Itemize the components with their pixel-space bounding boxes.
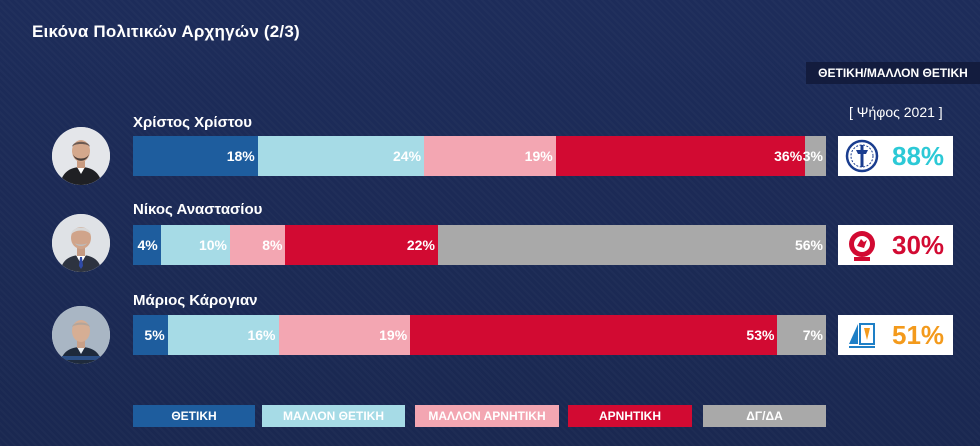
legend-negative: ΑΡΝΗΤΙΚΗ xyxy=(568,405,692,427)
bar-segment-negative: 36% xyxy=(555,136,806,176)
party-vote-box-1: 88% xyxy=(838,136,953,176)
bar-segment-dk-na: 56% xyxy=(437,225,826,265)
diko-logo-icon xyxy=(842,317,882,353)
leader-name-3: Μάριος Κάρογιαν xyxy=(133,292,258,309)
bar-segment-dk-na: 3% xyxy=(802,136,826,176)
avatar-leader-2 xyxy=(52,214,110,272)
data-label: 5% xyxy=(144,327,165,343)
elam-logo-icon xyxy=(842,138,882,174)
data-label: 10% xyxy=(198,237,228,253)
bar-segment-positive: 5% xyxy=(133,315,168,355)
stacked-bar-1: 18% 24% 19% 36% 3% xyxy=(133,136,826,176)
bar-segment-rather-positive: 16% xyxy=(167,315,279,355)
legend-positive: ΘΕΤΙΚΗ xyxy=(133,405,255,427)
stacked-bar-2: 4% 10% 8% 22% 56% xyxy=(133,225,826,265)
data-label: 8% xyxy=(262,237,283,253)
bar-segment-negative: 53% xyxy=(410,315,778,355)
legend-rather-negative: ΜΑΛΛΟΝ ΑΡΝΗΤΙΚΗ xyxy=(415,405,559,427)
bar-segment-rather-positive: 10% xyxy=(160,225,231,265)
vote-2021-label: [ Ψήφος 2021 ] xyxy=(849,104,943,120)
leader-name-2: Νίκος Αναστασίου xyxy=(133,201,263,218)
avatar-leader-1 xyxy=(52,127,110,185)
bar-segment-rather-negative: 19% xyxy=(424,136,556,176)
data-label: 3% xyxy=(802,148,823,164)
bar-segment-dk-na: 7% xyxy=(777,315,826,355)
bar-segment-positive: 4% xyxy=(133,225,161,265)
legend-rather-positive: ΜΑΛΛΟΝ ΘΕΤΙΚΗ xyxy=(262,405,405,427)
party-vote-value: 30% xyxy=(892,229,945,260)
bar-segment-negative: 22% xyxy=(285,225,438,265)
avatar-leader-3 xyxy=(52,306,110,364)
person-3-icon xyxy=(52,306,110,364)
data-label: 19% xyxy=(379,327,408,343)
data-label: 56% xyxy=(794,237,823,253)
positive-tag: ΘΕΤΙΚΗ/ΜΑΛΛΟΝ ΘΕΤΙΚΗ xyxy=(806,62,980,84)
bar-segment-rather-negative: 8% xyxy=(230,225,286,265)
data-label: 22% xyxy=(406,237,435,253)
chart-title: Εικόνα Πολιτικών Αρχηγών (2/3) xyxy=(32,22,300,41)
data-label: 53% xyxy=(746,327,775,343)
data-label: 19% xyxy=(524,148,553,164)
party-vote-box-2: 30% xyxy=(838,225,953,265)
legend-dk-na: ΔΓ/ΔΑ xyxy=(703,405,826,427)
bar-segment-rather-negative: 19% xyxy=(278,315,411,355)
party-vote-value: 51% xyxy=(892,319,945,350)
akel-logo-icon xyxy=(842,227,882,263)
person-1-icon xyxy=(52,127,110,185)
data-label: 18% xyxy=(226,148,255,164)
data-label: 36% xyxy=(774,148,803,164)
party-vote-value: 88% xyxy=(892,140,945,171)
person-2-icon xyxy=(52,214,110,272)
data-label: 16% xyxy=(247,327,276,343)
leader-name-1: Χρίστος Χρίστου xyxy=(133,114,253,131)
party-vote-box-3: 51% xyxy=(838,315,953,355)
data-label: 4% xyxy=(137,237,158,253)
bar-segment-positive: 18% xyxy=(133,136,258,176)
data-label: 7% xyxy=(802,327,823,343)
data-label: 24% xyxy=(393,148,422,164)
stacked-bar-3: 5% 16% 19% 53% 7% xyxy=(133,315,826,355)
bar-segment-rather-positive: 24% xyxy=(257,136,425,176)
